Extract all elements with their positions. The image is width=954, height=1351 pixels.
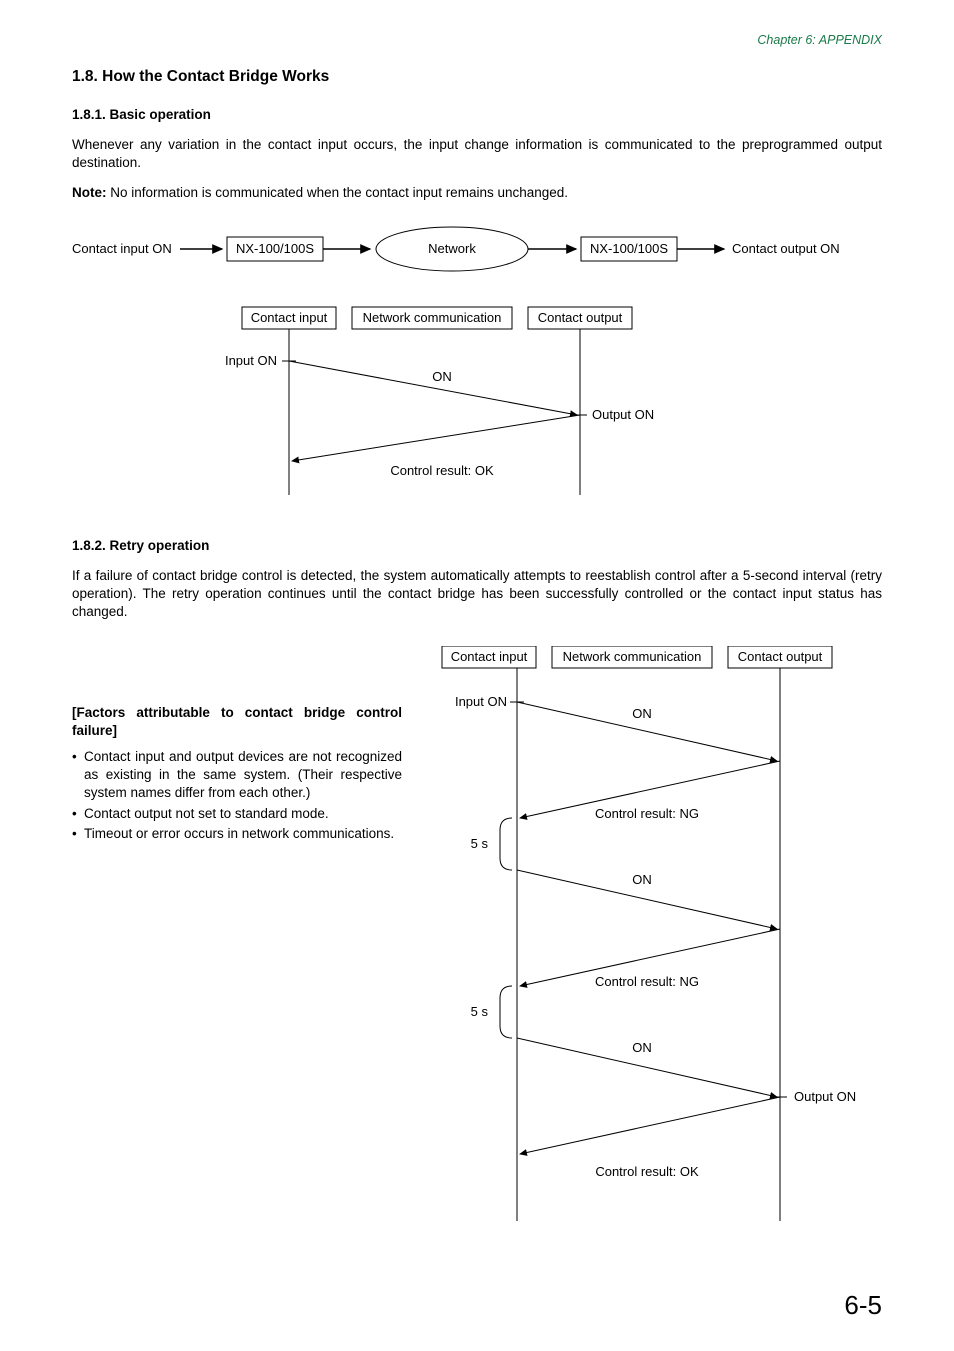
d2-on2: ON [632,872,652,887]
section-title: 1.8. How the Contact Bridge Works [72,67,882,88]
page-number: 6-5 [844,1288,882,1323]
subsection-title-2: 1.8.2. Retry operation [72,537,882,555]
d1-box-left: NX-100/100S [236,241,314,256]
d1-col1-header: Contact input [251,310,328,325]
subsection-1-number: 1.8.1. [72,107,106,122]
bullet-text-1: Contact input and output devices are not… [84,748,402,803]
subsection-2-number: 1.8.2. [72,538,106,553]
bullet-row: • Timeout or error occurs in network com… [72,825,402,843]
sub1-note: Note: No information is communicated whe… [72,184,882,202]
bullet-icon: • [72,748,84,803]
note-label: Note: [72,185,107,200]
d1-control-ok: Control result: OK [390,463,494,478]
d1-on-label: ON [432,369,452,384]
subsection-title-1: 1.8.1. Basic operation [72,106,882,124]
d2-5s-1: 5 s [471,836,489,851]
factors-block: [Factors attributable to contact bridge … [72,646,402,1226]
d2-input-on: Input ON [455,694,507,709]
d2-on3: ON [632,1040,652,1055]
bullet-icon: • [72,805,84,823]
chapter-header: Chapter 6: APPENDIX [72,32,882,49]
d2-col2-header: Network communication [563,649,702,664]
diagram-basic-operation: Contact input ON NX-100/100S Network NX-… [72,225,882,505]
subsection-2-title: Retry operation [110,538,210,553]
d1-col2-header: Network communication [363,310,502,325]
section-number: 1.8. [72,68,98,85]
d2-col3-header: Contact output [738,649,823,664]
diagram-retry-operation: Contact input Network communication Cont… [422,646,882,1226]
d1-input-on: Input ON [225,353,277,368]
d2-on1: ON [632,706,652,721]
d2-output-on: Output ON [794,1089,856,1104]
factors-title: [Factors attributable to contact bridge … [72,704,402,740]
bullet-text-2: Contact output not set to standard mode. [84,805,402,823]
bullet-row: • Contact output not set to standard mod… [72,805,402,823]
section-title-text: How the Contact Bridge Works [102,68,329,85]
d1-box-right: NX-100/100S [590,241,668,256]
d1-output-on: Output ON [592,407,654,422]
bullet-text-3: Timeout or error occurs in network commu… [84,825,402,843]
d1-col3-header: Contact output [538,310,623,325]
d2-ng1: Control result: NG [595,806,699,821]
d2-ng2: Control result: NG [595,974,699,989]
d1-contact-output-on: Contact output ON [732,241,840,256]
d1-ellipse-network: Network [428,241,476,256]
d2-ok: Control result: OK [595,1164,699,1179]
subsection-1-title: Basic operation [110,107,211,122]
bullet-icon: • [72,825,84,843]
d2-col1-header: Contact input [451,649,528,664]
bullet-row: • Contact input and output devices are n… [72,748,402,803]
d1-contact-input-on: Contact input ON [72,241,172,256]
d2-5s-2: 5 s [471,1004,489,1019]
sub1-paragraph: Whenever any variation in the contact in… [72,136,882,172]
sub2-paragraph: If a failure of contact bridge control i… [72,567,882,622]
note-text: No information is communicated when the … [110,185,568,200]
